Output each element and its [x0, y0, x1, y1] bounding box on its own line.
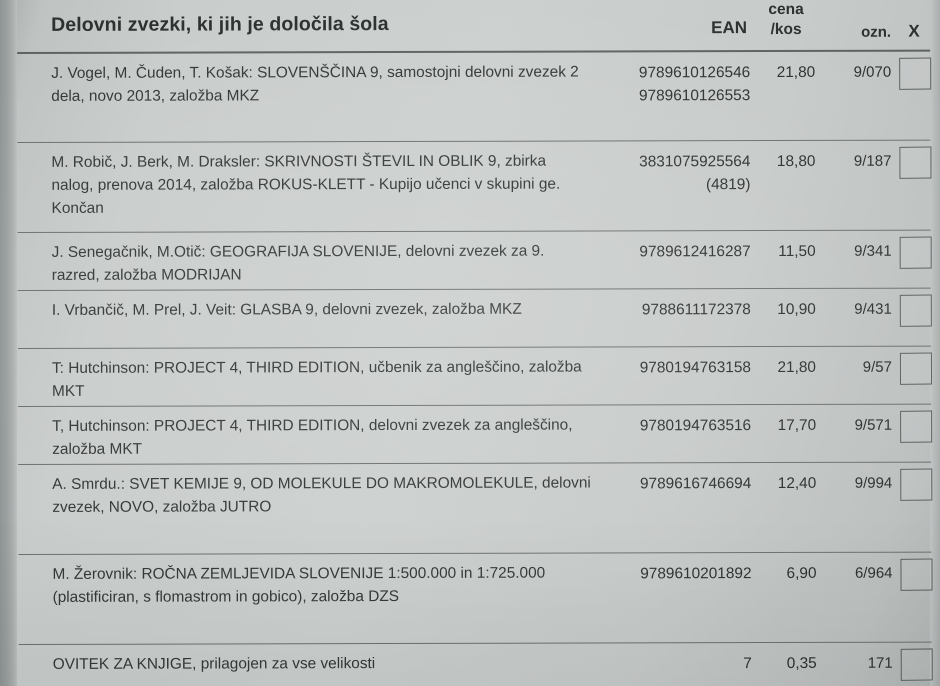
column-header-ean: EAN [711, 18, 748, 38]
cell-price: 21,80 [777, 358, 816, 377]
cell-mark: 9/571 [854, 416, 893, 434]
cell-price: 11,50 [778, 242, 816, 261]
cell-price: 10,90 [777, 300, 816, 319]
cell-description: J. Vogel, M. Čuden, T. Košak: SLOVENŠČIN… [51, 63, 579, 105]
table-row: T: Hutchinson: PROJECT 4, THIRD EDITION,… [17, 345, 933, 406]
cell-ean: 9788611172378 [641, 301, 751, 319]
table-row: M. Robič, J. Berk, M. Draksler: SKRIVNOS… [17, 139, 932, 232]
table-row: J. Senegačnik, M.Otič: GEOGRAFIJA SLOVEN… [17, 229, 932, 290]
table-row: OVITEK ZA KNJIGE, prilagojen za vse veli… [18, 641, 933, 686]
checkbox-cell[interactable] [900, 648, 933, 681]
checkbox-cell[interactable] [900, 410, 933, 443]
checkbox-cell[interactable] [900, 558, 933, 591]
cell-ean: 9780194763158 [639, 359, 751, 377]
cell-mark: 9/57 [862, 358, 892, 376]
cell-description: I. Vrbančič, M. Prel, J. Veit: GLASBA 9,… [51, 300, 522, 319]
table-row: A. Smrdu.: SVET KEMIJE 9, OD MOLEKULE DO… [18, 461, 933, 554]
workbook-table: Delovni zvezki, ki jih je določila šola … [17, 0, 933, 686]
cell-price: 6,90 [786, 564, 817, 582]
checkbox-cell[interactable] [899, 57, 932, 90]
cell-price: 21,80 [776, 63, 816, 82]
page-right-edge [930, 0, 940, 686]
page-left-edge [0, 0, 17, 686]
checkbox-cell[interactable] [899, 236, 932, 269]
cell-ean: 9780194763516 [639, 417, 752, 435]
cell-description: T, Hutchinson: PROJECT 4, THIRD EDITION,… [52, 416, 573, 458]
column-header-price-line1: cena [768, 0, 804, 19]
column-header-description: Delovni zvezki, ki jih je določila šola [51, 13, 389, 36]
cell-description: J. Senegačnik, M.Otič: GEOGRAFIJA SLOVEN… [51, 242, 545, 284]
cell-description: M. Žerovnik: ROČNA ZEMLJEVIDA SLOVENIJE … [52, 564, 546, 606]
checkbox-cell[interactable] [899, 294, 932, 327]
cell-description: T: Hutchinson: PROJECT 4, THIRD EDITION,… [51, 358, 582, 400]
cell-mark: 9/994 [854, 474, 893, 492]
cell-description: OVITEK ZA KNJIGE, prilagojen za vse veli… [52, 655, 376, 673]
checkbox-cell[interactable] [899, 146, 932, 179]
cell-description: M. Robič, J. Berk, M. Draksler: SKRIVNOS… [51, 152, 561, 217]
cell-mark: 171 [867, 654, 893, 672]
cell-mark: 9/431 [854, 300, 892, 318]
cell-ean: 9789616746694 [639, 475, 752, 493]
table-row: J. Vogel, M. Čuden, T. Košak: SLOVENŠČIN… [17, 49, 932, 142]
cell-price: 18,80 [776, 152, 816, 171]
table-body: J. Vogel, M. Čuden, T. Košak: SLOVENŠČIN… [17, 49, 933, 686]
cell-price: 17,70 [777, 416, 817, 435]
table-row: T, Hutchinson: PROJECT 4, THIRD EDITION,… [18, 403, 933, 464]
cell-ean: 3831075925564 (4819) [639, 153, 751, 194]
cell-mark: 9/070 [853, 63, 892, 81]
column-header-price-line2: /kos [770, 20, 802, 39]
table-row: I. Vrbančič, M. Prel, J. Veit: GLASBA 9,… [17, 287, 932, 348]
cell-ean: 7 [743, 655, 752, 673]
cell-description: A. Smrdu.: SVET KEMIJE 9, OD MOLEKULE DO… [52, 474, 591, 516]
cell-ean: 9789610201892 [640, 565, 752, 583]
cell-ean: 9789610126546 9789610126553 [638, 64, 751, 105]
cell-ean: 9789612416287 [639, 243, 751, 261]
cell-mark: 6/964 [854, 564, 893, 582]
checkbox-cell[interactable] [899, 352, 933, 385]
table-row: M. Žerovnik: ROČNA ZEMLJEVIDA SLOVENIJE … [18, 551, 933, 644]
cell-mark: 9/187 [853, 152, 892, 170]
cell-price: 12,40 [777, 474, 817, 493]
cell-mark: 9/341 [854, 242, 892, 260]
column-header-price: cena /kos [747, 0, 825, 40]
cell-price: 0,35 [786, 654, 817, 672]
column-header-checkbox: X [908, 21, 920, 41]
column-header-mark: ozn. [861, 23, 892, 41]
table-header-row: Delovni zvezki, ki jih je določila šola … [17, 0, 930, 52]
checkbox-cell[interactable] [900, 468, 933, 501]
